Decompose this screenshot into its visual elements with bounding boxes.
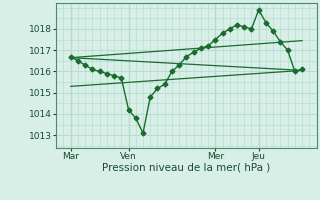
X-axis label: Pression niveau de la mer( hPa ): Pression niveau de la mer( hPa ) — [102, 163, 270, 173]
